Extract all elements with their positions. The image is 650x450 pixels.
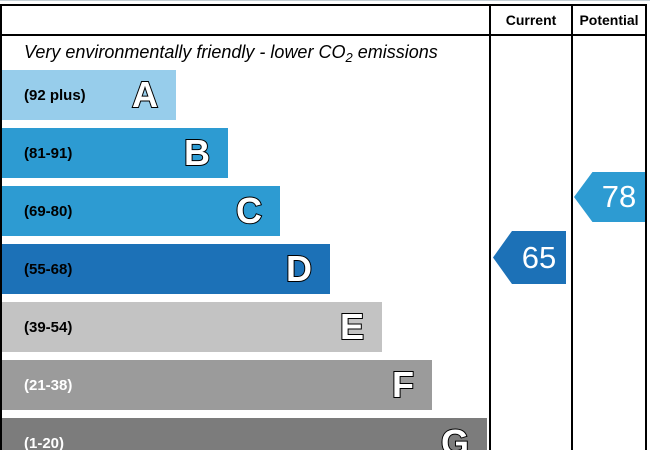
rating-band-range: (81-91): [24, 144, 73, 162]
rating-band-row: (81-91) B: [2, 128, 228, 178]
chart-title-text: Very environmentally friendly - lower CO: [24, 42, 346, 62]
potential-column-header: Potential: [579, 12, 639, 28]
rating-band-range: (39-54): [24, 318, 73, 336]
rating-band-row: (69-80) C: [2, 186, 280, 236]
rating-band-range: (92 plus): [24, 86, 86, 104]
current-rating-marker: 65: [493, 231, 566, 284]
potential-rating-value: 78: [601, 179, 637, 214]
potential-rating-marker: 78: [574, 172, 645, 222]
rating-band-letter: F: [391, 364, 415, 405]
rating-band-row: (21-38) F: [2, 360, 432, 410]
current-column-divider: [489, 4, 491, 450]
rating-band-letter: G: [440, 422, 470, 450]
header-divider-line: [0, 34, 647, 36]
rating-band-range: (1-20): [24, 434, 65, 450]
current-rating-value: 65: [521, 239, 557, 275]
rating-band-letter: D: [285, 248, 313, 289]
rating-band-range: (55-68): [24, 260, 73, 278]
rating-band-range: (21-38): [24, 376, 73, 394]
chart-title: Very environmentally friendly - lower CO…: [24, 42, 438, 65]
rating-band-row: (1-20) G: [2, 418, 487, 450]
rating-band-row: (39-54) E: [2, 302, 382, 352]
current-column-header: Current: [505, 12, 557, 28]
top-edge-line: [0, 0, 650, 1]
rating-band-row: (55-68) D: [2, 244, 330, 294]
potential-column-divider: [571, 4, 573, 450]
table-border-left: [0, 4, 2, 450]
chart-title-text-end: emissions: [352, 42, 438, 62]
rating-band-row: (92 plus) A: [2, 70, 176, 120]
table-border-right: [645, 4, 647, 450]
rating-band-letter: E: [339, 306, 365, 347]
rating-band-letter: C: [235, 190, 263, 231]
rating-band-letter: B: [183, 132, 211, 173]
chart-title-subscript: 2: [345, 50, 353, 65]
rating-band-range: (69-80): [24, 202, 73, 220]
table-border-top: [0, 4, 647, 6]
rating-band-letter: A: [131, 74, 159, 115]
